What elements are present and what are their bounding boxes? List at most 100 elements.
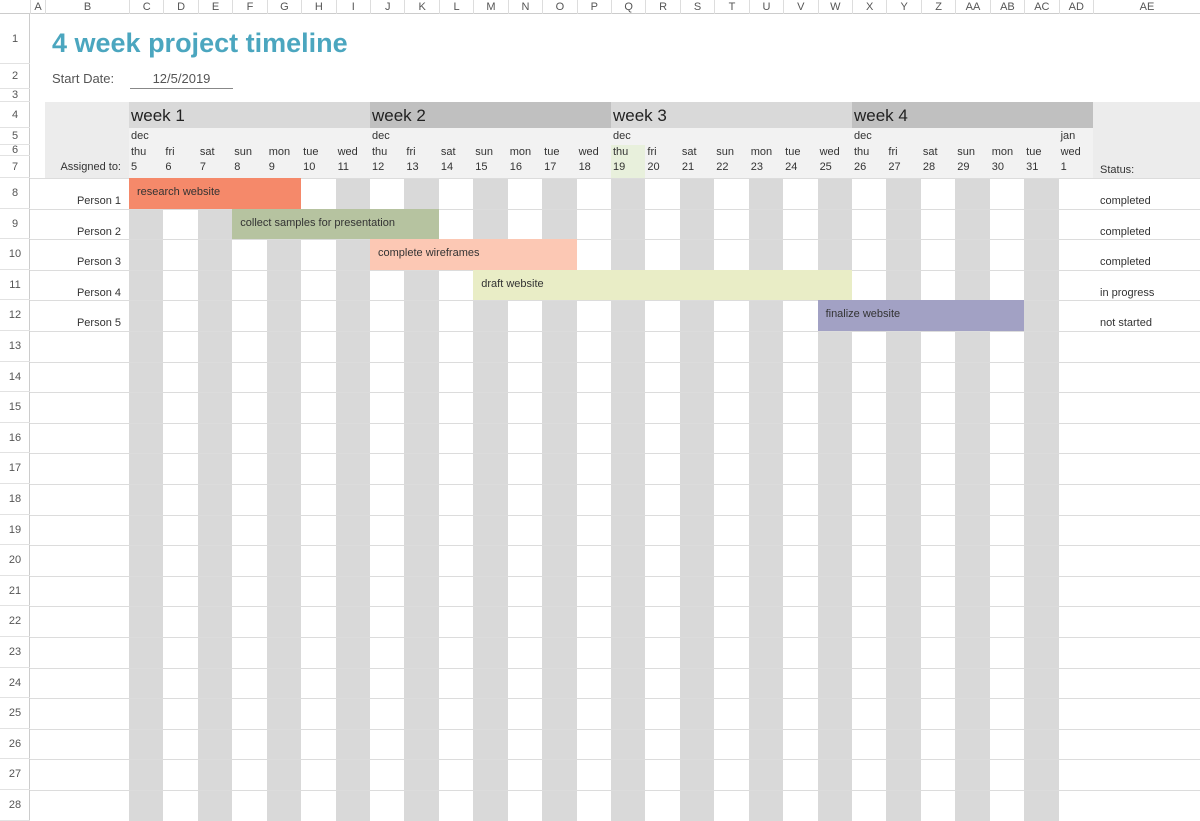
- weekday-label: mon: [509, 146, 532, 158]
- grid-line: [30, 637, 1200, 638]
- column-header: M: [473, 0, 507, 14]
- week-subband: [370, 128, 611, 178]
- day-label: 23: [750, 161, 763, 173]
- person-label: Person 1: [76, 195, 121, 207]
- weekday-label: wed: [578, 146, 599, 158]
- task-label: collect samples for presentation: [240, 216, 395, 229]
- grid-line: [30, 698, 1200, 700]
- day-label: 8: [234, 161, 241, 173]
- column-header: AC: [1024, 0, 1058, 14]
- weekday-label: thu: [613, 146, 629, 158]
- assigned-to-label: Assigned to:: [60, 161, 121, 173]
- row-header: 3: [0, 89, 30, 102]
- weekday-label: sun: [475, 146, 494, 158]
- column-header: Q: [611, 0, 645, 14]
- column-header: K: [404, 0, 438, 14]
- weekday-label: tue: [1026, 146, 1042, 158]
- column-header: AD: [1058, 0, 1093, 14]
- row-header: 8: [0, 178, 30, 209]
- day-label: 22: [716, 161, 729, 173]
- grid-line: [30, 208, 1200, 210]
- row-header: 11: [0, 270, 30, 301]
- weekend-stripe: [886, 178, 921, 821]
- weekday-label: tue: [785, 146, 801, 158]
- status-value: completed: [1100, 256, 1151, 269]
- start-date-label: Start Date:: [52, 71, 115, 86]
- day-label: 20: [647, 161, 660, 173]
- week-band: [370, 102, 611, 128]
- weekend-stripe: [404, 178, 439, 821]
- today-highlight: [611, 145, 646, 178]
- column-header: L: [438, 0, 473, 14]
- column-header: H: [301, 0, 335, 14]
- grid-line: [30, 575, 1200, 577]
- grid-line: [30, 484, 1200, 485]
- grid-line: [30, 300, 1200, 302]
- person-label: Person 5: [76, 317, 121, 330]
- weekday-label: thu: [131, 146, 147, 158]
- row-header: 23: [0, 637, 30, 668]
- task-label: complete wireframes: [378, 247, 480, 260]
- row-header-bar: [0, 14, 30, 821]
- day-label: 7: [199, 161, 206, 173]
- row-header: 18: [0, 484, 30, 515]
- row-header: 10: [0, 239, 30, 270]
- day-label: 30: [991, 161, 1004, 173]
- status-value: in progress: [1100, 286, 1155, 299]
- day-label: 14: [440, 161, 454, 173]
- day-label: 15: [475, 161, 488, 173]
- row-header: 21: [0, 576, 30, 607]
- task-bar: [817, 300, 1025, 331]
- header-band: [1093, 102, 1200, 178]
- row-header: 14: [0, 362, 30, 393]
- weekday-label: sun: [234, 146, 253, 158]
- week-band: [852, 102, 1093, 128]
- person-label: Person 4: [76, 286, 121, 299]
- day-label: 1: [1060, 161, 1067, 173]
- day-label: 19: [613, 161, 626, 173]
- column-header: T: [714, 0, 748, 14]
- weekday-label: thu: [854, 146, 870, 158]
- grid-line: [30, 422, 1200, 424]
- weekday-label: fri: [647, 146, 657, 158]
- weekday-label: tue: [303, 146, 319, 158]
- day-label: 17: [544, 161, 557, 173]
- week-label: week 3: [613, 106, 667, 125]
- column-header: I: [335, 0, 370, 14]
- day-label: 25: [819, 161, 832, 173]
- grid-line: [30, 514, 1200, 516]
- weekday-label: tue: [544, 146, 560, 158]
- task-label: draft website: [481, 277, 544, 290]
- week-subband: [852, 128, 1093, 178]
- row-header: 2: [0, 64, 30, 89]
- task-bar: [232, 208, 439, 240]
- row-header: 1: [0, 14, 30, 64]
- column-header: AA: [955, 0, 989, 14]
- row-header: 16: [0, 423, 30, 454]
- weekend-stripe: [129, 178, 164, 821]
- day-label: 31: [1026, 161, 1039, 173]
- grid-line: [30, 453, 1200, 455]
- column-header: S: [679, 0, 714, 14]
- grid-line: [30, 545, 1200, 547]
- column-header: F: [232, 0, 266, 14]
- column-header: C: [129, 0, 163, 14]
- row-header: 17: [0, 453, 30, 484]
- row-header: 6: [0, 145, 30, 156]
- weekday-label: fri: [888, 146, 898, 158]
- row-header: 24: [0, 668, 30, 699]
- week-subband: [611, 128, 852, 178]
- row-header: 9: [0, 209, 30, 240]
- column-header: W: [817, 0, 852, 14]
- day-label: 18: [578, 161, 591, 173]
- row-header: 26: [0, 729, 30, 760]
- row-header: 7: [0, 156, 30, 178]
- column-header: A: [30, 0, 45, 14]
- row-header: 25: [0, 698, 30, 729]
- column-header: AB: [989, 0, 1024, 14]
- grid-line: [30, 606, 1200, 608]
- day-label: 11: [337, 161, 349, 173]
- task-bar: [370, 239, 577, 270]
- column-header: E: [197, 0, 232, 14]
- weekday-label: sat: [681, 146, 697, 158]
